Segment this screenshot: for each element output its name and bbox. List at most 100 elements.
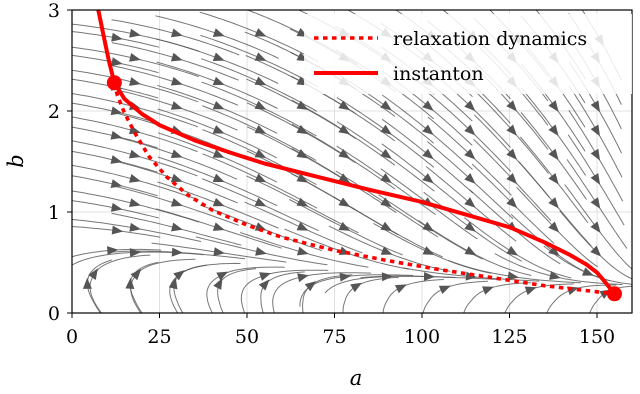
streamline-arrow-127 <box>506 124 517 136</box>
streamline-1 <box>89 254 151 313</box>
streamline-arrow-139 <box>548 124 559 137</box>
streamline-arrow-133 <box>549 271 561 280</box>
streamline-arrow-49 <box>259 272 272 281</box>
streamline-arrow-36 <box>213 278 223 290</box>
streamline-arrow-135 <box>548 221 560 233</box>
streamline-arrow-120 <box>524 286 537 296</box>
streamline-60 <box>302 274 353 313</box>
x-tick-label-1: 25 <box>147 326 171 348</box>
streamline-arrow-108 <box>482 286 494 295</box>
streamline-arrow-152 <box>590 100 600 113</box>
streamline-arrow-13 <box>130 268 142 281</box>
streamline-arrow-26 <box>171 247 183 257</box>
streamline-arrow-1 <box>88 268 98 280</box>
streamline-arrow-80 <box>338 100 351 111</box>
streamline-arrow-99 <box>422 221 435 232</box>
streamline-arrow-90 <box>380 148 392 159</box>
streamline-arrow-78 <box>338 148 351 159</box>
y-tick-label-1: 1 <box>48 202 60 224</box>
x-tick-label-0: 0 <box>66 326 78 348</box>
legend-box <box>304 14 632 94</box>
streamline-arrow-34 <box>170 52 183 62</box>
streamline-arrow-21 <box>129 77 141 86</box>
streamline-47 <box>155 15 280 59</box>
streamline-arrow-88 <box>380 197 393 208</box>
streamline-arrow-16 <box>129 198 141 208</box>
streamline-17 <box>72 164 198 201</box>
streamline-arrow-97 <box>423 271 435 281</box>
ticks: 0 25 50 75 100 125 150 0 1 2 3 <box>48 0 615 348</box>
streamline-84 <box>382 279 444 313</box>
y-tick-label-3: 3 <box>48 0 60 22</box>
streamline-arrow-151 <box>590 124 600 137</box>
endpoints <box>106 75 622 302</box>
streamline-arrow-25 <box>173 270 185 281</box>
streamline-arrow-3 <box>111 225 124 235</box>
streamline-arrow-51 <box>254 222 267 231</box>
series-relaxation-dynamics <box>112 82 615 296</box>
streamline-arrow-145 <box>581 267 594 276</box>
streamline-arrow-43 <box>212 125 225 134</box>
streamline-arrow-128 <box>506 100 517 112</box>
streamline-arrow-35 <box>170 28 183 38</box>
streamline-arrow-148 <box>590 197 601 209</box>
x-tick-label-3: 75 <box>322 326 346 348</box>
streamline-arrow-77 <box>338 173 351 183</box>
streamline-arrow-102 <box>422 148 434 160</box>
streamline-arrow-28 <box>170 198 183 207</box>
streamline-arrow-22 <box>129 52 141 62</box>
streamline-arrow-137 <box>548 172 559 185</box>
streamline-arrow-63 <box>296 222 309 231</box>
streamline-arrow-84 <box>394 284 407 294</box>
endpoint-marker-1 <box>607 286 622 302</box>
streamline-22 <box>72 46 199 78</box>
streamline-arrow-17 <box>128 174 141 183</box>
streamline-14 <box>72 251 204 266</box>
streamline-arrow-110 <box>464 246 477 256</box>
y-tick-label-0: 0 <box>48 303 60 325</box>
streamline-arrow-98 <box>422 246 435 255</box>
streamline-arrow-42 <box>212 149 225 158</box>
streamline-arrow-101 <box>422 173 434 184</box>
plot-frame <box>71 9 633 314</box>
x-tick-label-5: 125 <box>491 326 527 348</box>
streamline-arrow-73 <box>339 272 351 282</box>
streamline-arrow-4 <box>110 202 123 212</box>
streamline-arrow-86 <box>380 246 393 255</box>
streamline-arrow-47 <box>212 28 225 37</box>
streamline-120 <box>504 283 575 313</box>
streamline-arrow-72 <box>350 282 363 293</box>
streamline-arrow-112 <box>464 197 476 208</box>
streamline-arrow-15 <box>129 222 141 232</box>
streamline-96 <box>422 280 488 313</box>
streamline-arrow-62 <box>296 246 309 256</box>
streamline-arrow-134 <box>548 245 560 257</box>
streamline-12 <box>129 261 159 313</box>
streamline-arrow-59 <box>254 28 267 37</box>
streamline-arrow-39 <box>212 222 225 231</box>
streamline-arrow-79 <box>338 124 351 135</box>
legend: relaxation dynamics instanton <box>304 14 632 94</box>
streamline-arrow-150 <box>590 148 601 161</box>
streamline-arrow-146 <box>590 245 602 257</box>
y-axis-label: b <box>4 154 28 167</box>
streamline-arrow-40 <box>212 197 225 207</box>
x-tick-label-2: 50 <box>235 326 259 348</box>
streamline-arrow-96 <box>438 285 451 295</box>
streamline-49 <box>240 269 329 313</box>
streamline-arrow-149 <box>590 173 601 185</box>
streamline-arrow-91 <box>380 124 392 135</box>
streamline-arrow-114 <box>464 148 476 160</box>
streamline-arrow-45 <box>212 76 225 86</box>
streamline-arrow-29 <box>170 173 183 183</box>
streamline-arrow-136 <box>548 197 559 209</box>
streamline-arrow-92 <box>380 100 392 111</box>
streamline-arrow-115 <box>464 124 476 136</box>
streamline-arrow-10 <box>111 57 123 67</box>
streamline-21 <box>72 69 199 103</box>
streamline-arrow-38 <box>213 247 225 257</box>
x-tick-label-4: 100 <box>404 326 440 348</box>
streamline-arrow-27 <box>171 222 183 232</box>
streamline-arrow-89 <box>380 173 392 184</box>
axes-frame <box>71 9 633 314</box>
